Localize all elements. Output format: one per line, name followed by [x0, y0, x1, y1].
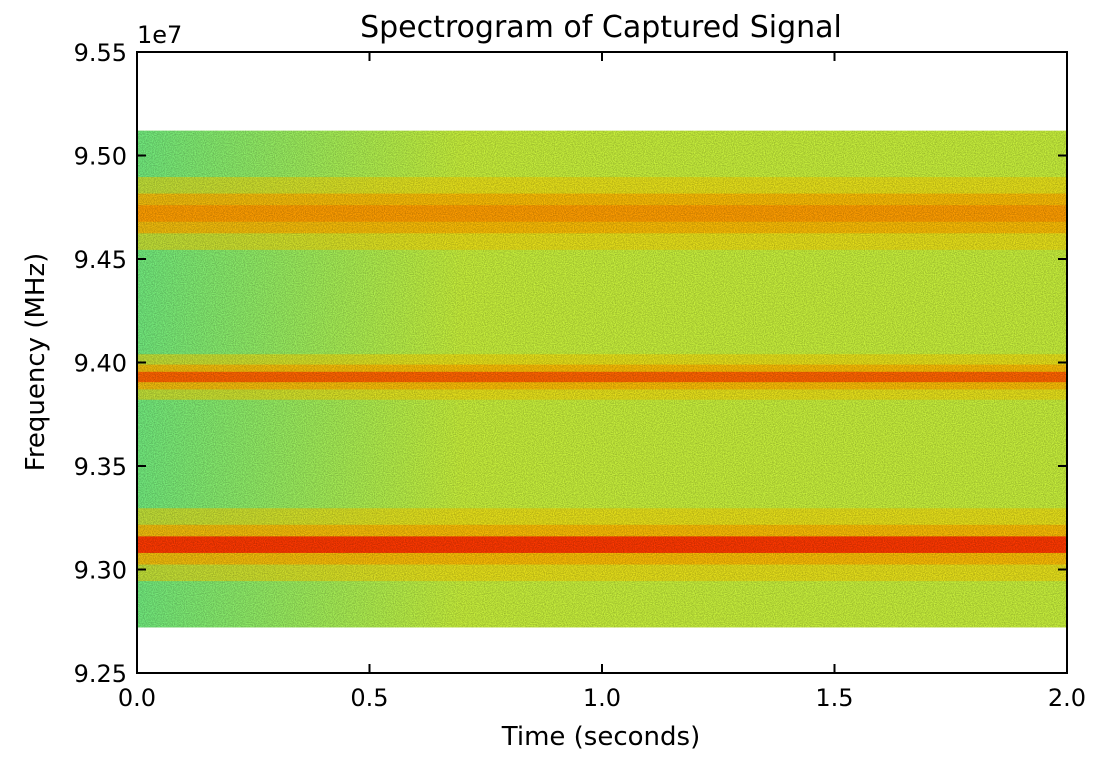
- plot-area: [136, 51, 1068, 674]
- y-offset-label: 1e7: [137, 21, 182, 49]
- x-tick-label: 1.5: [815, 684, 853, 712]
- y-tick-label: 9.50: [74, 143, 127, 171]
- y-tick-label: 9.40: [74, 350, 127, 378]
- y-tick-label: 9.35: [74, 453, 127, 481]
- y-tick-label: 9.25: [74, 660, 127, 688]
- y-axis-label: Frequency (MHz): [21, 253, 51, 472]
- y-tick-label: 9.30: [74, 557, 127, 585]
- y-tick-label: 9.45: [74, 246, 127, 274]
- y-axis-ticks: 9.25 9.30 9.35 9.40 9.45 9.50 9.55: [74, 39, 1067, 688]
- heatmap-layer: [137, 130, 1067, 628]
- x-tick-label: 2.0: [1048, 684, 1086, 712]
- x-tick-label: 1.0: [583, 684, 621, 712]
- x-axis-label: Time (seconds): [501, 722, 700, 752]
- x-tick-label: 0.0: [118, 684, 156, 712]
- x-tick-label: 0.5: [350, 684, 388, 712]
- noise-warm: [137, 130, 1067, 628]
- chart-title: Spectrogram of Captured Signal: [360, 10, 842, 45]
- y-tick-label: 9.55: [74, 39, 127, 67]
- noise-layer: [137, 130, 1067, 628]
- x-axis-ticks: 0.0 0.5 1.0 1.5 2.0: [118, 52, 1086, 712]
